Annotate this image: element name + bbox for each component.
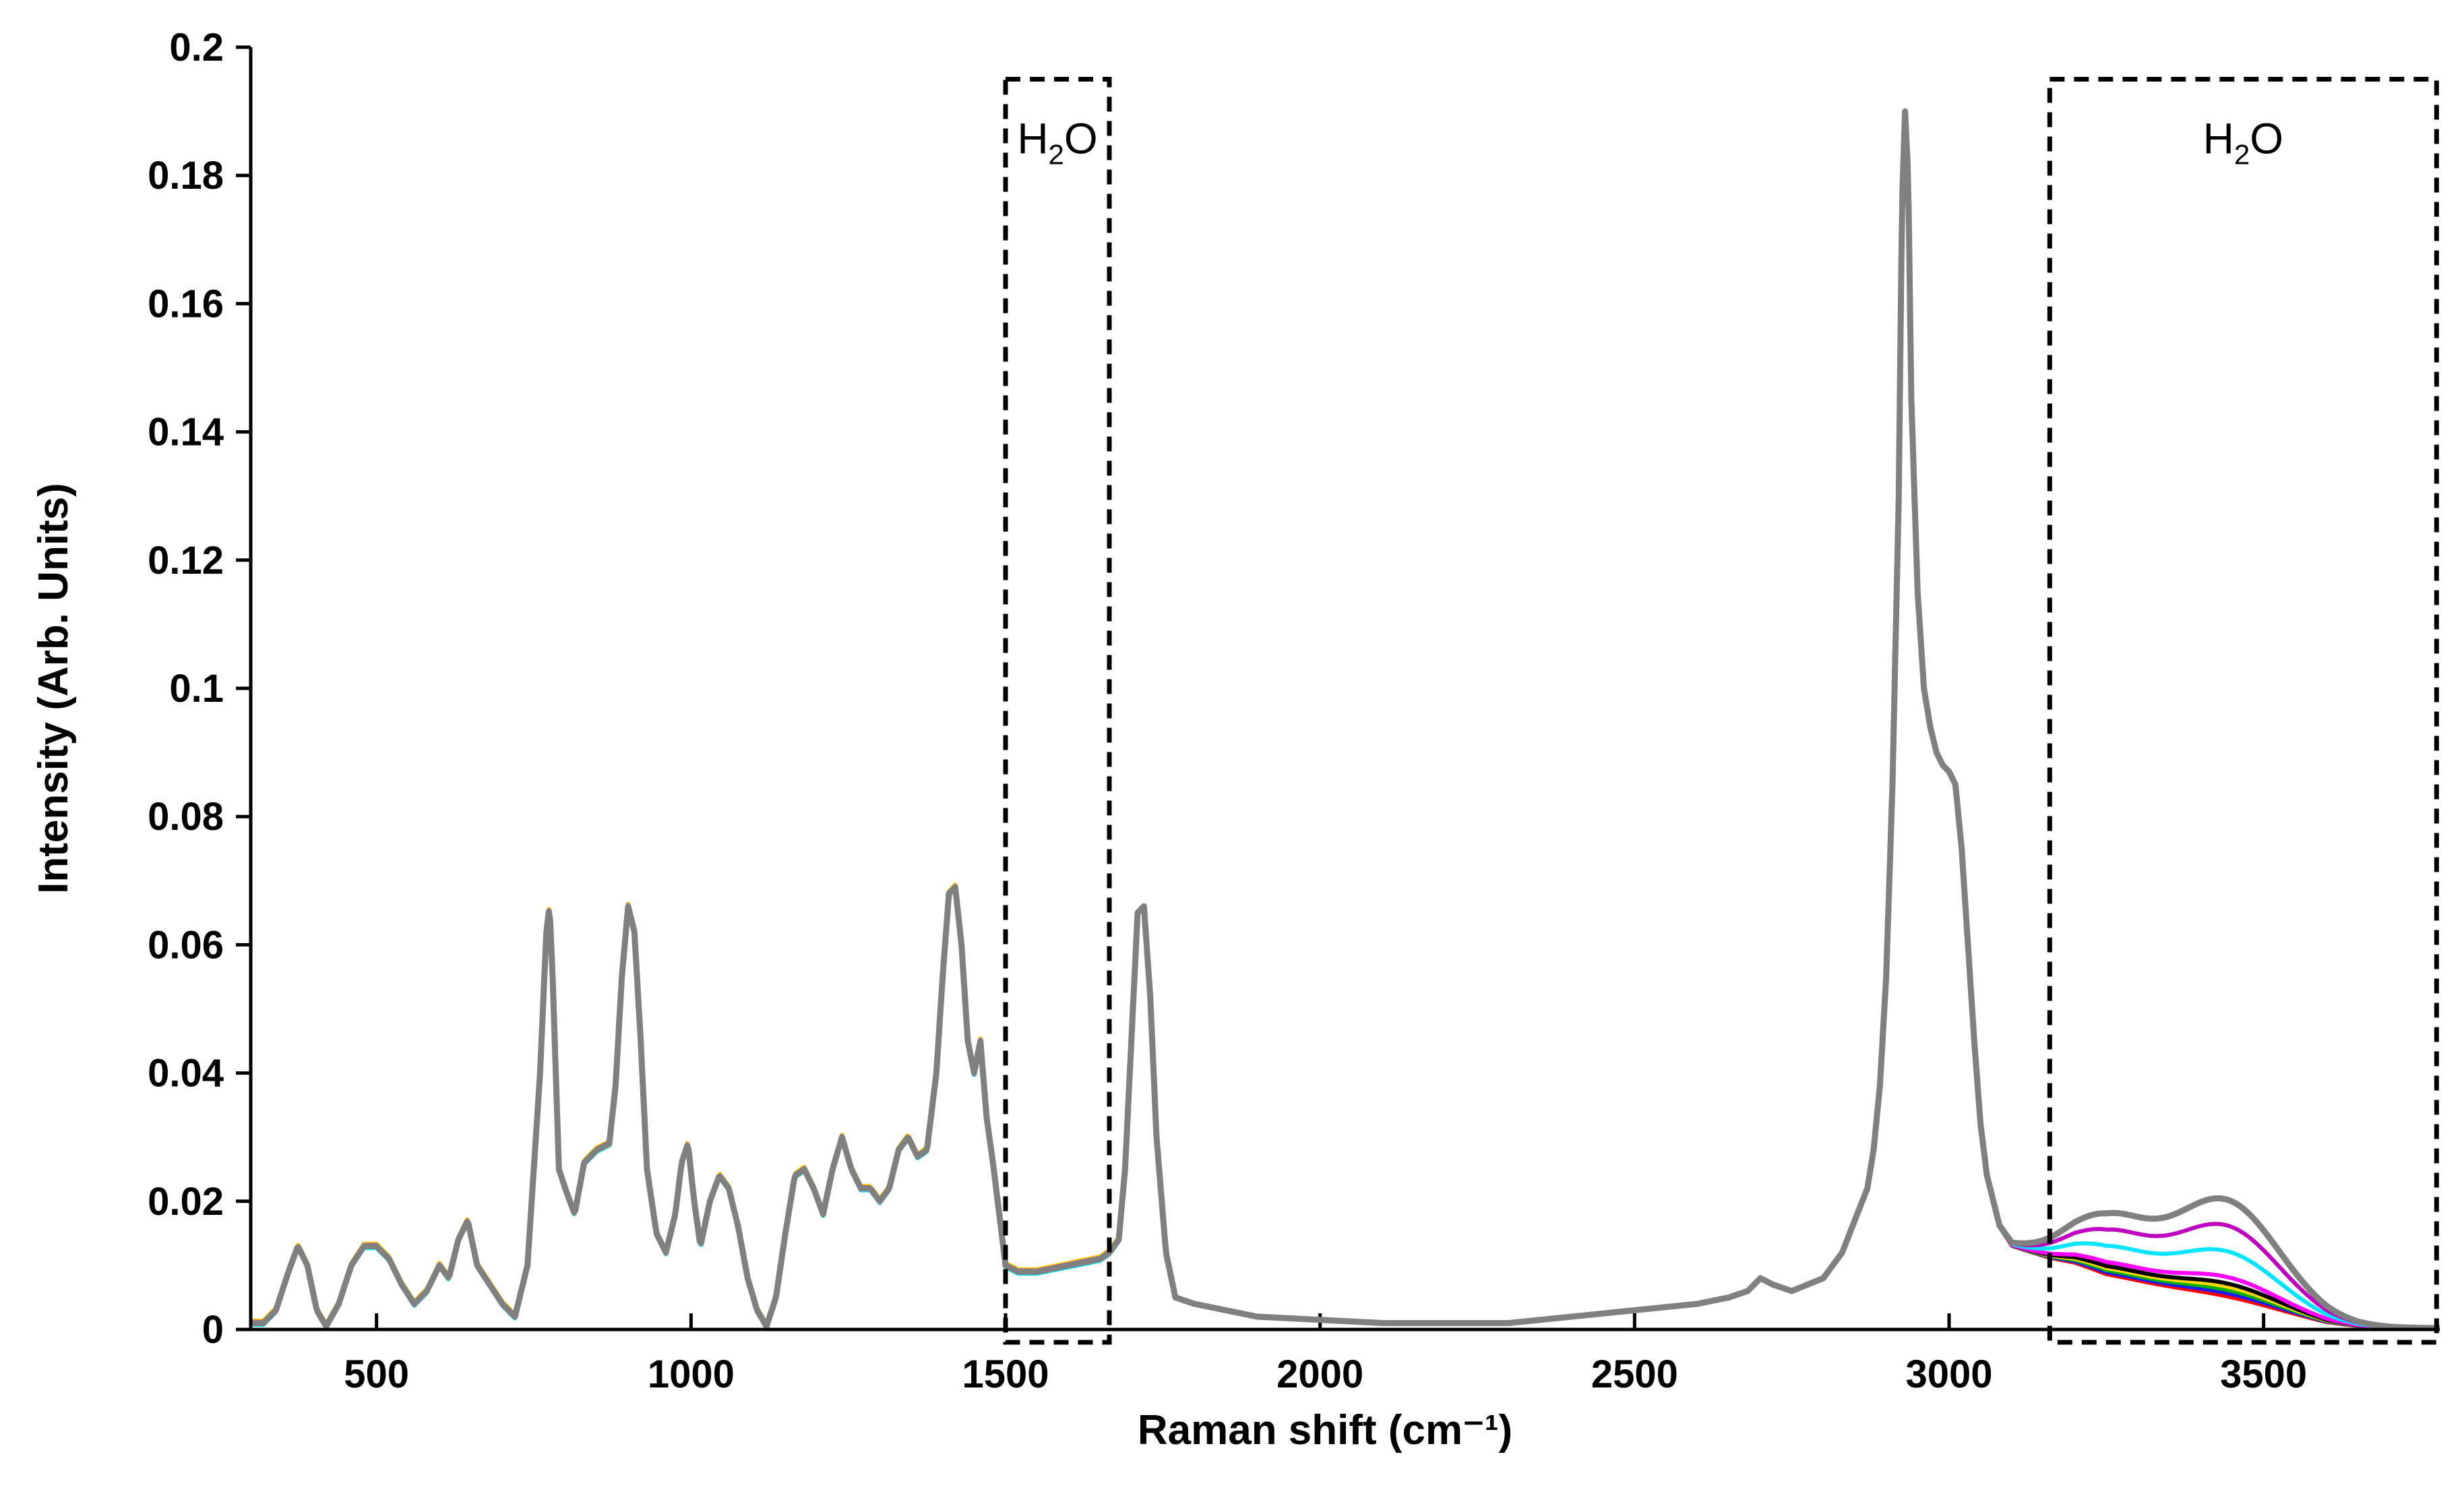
x-tick-label: 2500 <box>1591 1352 1678 1396</box>
x-tick-label: 1500 <box>962 1352 1049 1396</box>
spectrum-line-2 <box>249 109 2441 1331</box>
x-tick-label: 3500 <box>2220 1352 2307 1396</box>
x-tick-label: 1000 <box>648 1352 735 1396</box>
h2o-region-box <box>1003 77 1112 1345</box>
y-tick-label: 0.14 <box>148 411 224 454</box>
spectrum-line-8 <box>249 109 2441 1331</box>
y-tick-label: 0.04 <box>148 1052 224 1096</box>
y-axis-title: Intensity (Arb. Units) <box>30 483 77 894</box>
x-axis-ticks: 500 1000 1500 2000 2500 3000 3500 <box>344 1313 2307 1396</box>
spectrum-line-5 <box>249 109 2441 1331</box>
y-tick-label: 0.02 <box>148 1180 224 1224</box>
h2o-region-label: H2O <box>1017 115 1097 171</box>
y-tick-label: 0.12 <box>148 539 224 582</box>
spectrum-line-7 <box>249 110 2441 1331</box>
series-layer <box>249 108 2442 1332</box>
x-tick-label: 2000 <box>1276 1352 1363 1396</box>
h2o-region-box <box>2047 77 2439 1345</box>
x-tick-label: 3000 <box>1905 1352 1992 1396</box>
y-tick-label: 0.06 <box>148 923 224 967</box>
spectrum-line-6 <box>249 109 2441 1331</box>
spectrum-line-3 <box>249 109 2441 1331</box>
y-tick-label: 0.08 <box>148 795 224 839</box>
y-tick-label: 0.16 <box>148 282 224 326</box>
annotation-boxes: H2O H2O <box>1003 77 2439 1345</box>
y-axis-ticks: 0 0.02 0.04 0.06 0.08 0.1 0.12 0.14 0.16 0.18 0.2 <box>148 26 251 1352</box>
y-tick-label: 0.18 <box>148 154 224 198</box>
spectrum-line-9 <box>249 108 2442 1332</box>
h2o-region-label: H2O <box>2203 115 2283 171</box>
x-tick-label: 500 <box>344 1352 409 1396</box>
spectrum-line-4 <box>249 109 2441 1331</box>
spectrum-line-1 <box>249 109 2441 1331</box>
y-tick-label: 0.1 <box>169 667 224 711</box>
y-tick-label: 0 <box>202 1308 224 1352</box>
y-tick-label: 0.2 <box>169 26 224 69</box>
x-axis-title: Raman shift (cm⁻¹) <box>1138 1407 1512 1454</box>
